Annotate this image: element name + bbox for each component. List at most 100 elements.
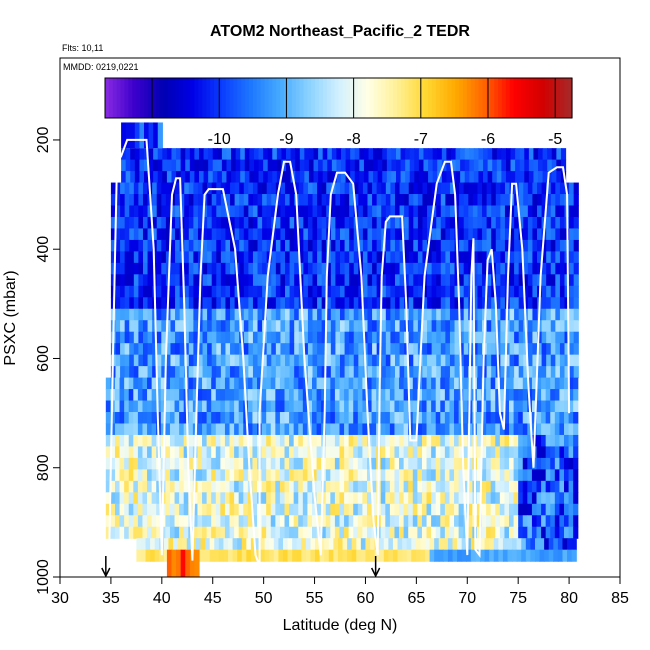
heatmap-cell	[546, 297, 552, 310]
heatmap-cell	[440, 446, 446, 459]
heatmap-cell	[147, 469, 153, 482]
heatmap-cell	[490, 423, 496, 436]
heatmap-cell	[193, 297, 199, 310]
heatmap-cell	[285, 308, 291, 321]
heatmap-cell	[307, 354, 314, 367]
heatmap-cell	[532, 251, 538, 264]
heatmap-cell	[263, 159, 269, 172]
heatmap-cell	[321, 400, 327, 413]
heatmap-cell	[317, 274, 323, 287]
heatmap-cell	[421, 446, 428, 459]
heatmap-cell	[202, 228, 208, 241]
heatmap-cell	[500, 285, 506, 298]
heatmap-cell	[545, 377, 551, 390]
heatmap-cell	[275, 251, 282, 264]
heatmap-cell	[359, 148, 365, 161]
heatmap-cell	[138, 320, 144, 333]
heatmap-cell	[138, 274, 144, 287]
heatmap-cell	[426, 492, 432, 505]
heatmap-cell	[307, 457, 313, 470]
heatmap-cell	[266, 297, 272, 310]
heatmap-cell	[207, 205, 213, 218]
heatmap-cell	[573, 366, 579, 379]
colorbar-segment	[151, 78, 157, 118]
heatmap-cell	[522, 457, 528, 470]
heatmap-cell	[248, 274, 254, 287]
heatmap-cell	[280, 251, 286, 264]
heatmap-cell	[120, 228, 126, 241]
heatmap-cells	[105, 122, 579, 577]
colorbar-segment	[175, 78, 180, 118]
heatmap-cell	[399, 446, 405, 459]
heatmap-cell	[340, 182, 346, 195]
heatmap-cell	[362, 251, 369, 264]
heatmap-cell	[230, 320, 236, 333]
heatmap-cell	[495, 457, 501, 470]
heatmap-cell	[312, 308, 318, 321]
heatmap-cell	[510, 159, 516, 172]
heatmap-cell	[211, 205, 217, 218]
heatmap-cell	[499, 412, 506, 425]
heatmap-cell	[481, 515, 487, 528]
heatmap-cell	[280, 239, 286, 252]
heatmap-cell	[325, 423, 331, 436]
heatmap-cell	[426, 503, 432, 516]
heatmap-cell	[230, 216, 236, 230]
heatmap-cell	[225, 194, 231, 207]
heatmap-cell	[559, 308, 566, 321]
heatmap-cell	[169, 423, 176, 436]
heatmap-cell	[142, 239, 149, 252]
heatmap-cell	[179, 446, 185, 459]
heatmap-cell	[495, 446, 501, 459]
heatmap-cell	[208, 171, 214, 184]
heatmap-cell	[385, 446, 391, 459]
heatmap-cell	[444, 480, 451, 493]
colorbar-segment	[486, 78, 491, 118]
heatmap-cell	[137, 469, 144, 482]
heatmap-cell	[396, 159, 402, 172]
heatmap-cell	[307, 274, 314, 287]
heatmap-cell	[340, 251, 346, 264]
heatmap-cell	[243, 285, 249, 298]
heatmap-cell	[290, 159, 296, 172]
heatmap-cell	[421, 526, 428, 539]
heatmap-cell	[523, 182, 529, 195]
heatmap-cell	[509, 262, 515, 275]
heatmap-cell	[435, 492, 441, 505]
colorbar-segment	[361, 78, 367, 118]
heatmap-cell	[490, 389, 496, 402]
heatmap-cell	[312, 285, 318, 298]
heatmap-cell	[133, 331, 139, 344]
heatmap-cell	[266, 412, 272, 425]
heatmap-cell	[202, 389, 208, 402]
heatmap-cell	[476, 434, 483, 448]
heatmap-cell	[225, 216, 231, 230]
colorbar-tick-label: -9	[279, 131, 293, 148]
heatmap-cell	[147, 446, 153, 459]
heatmap-cell	[390, 354, 396, 367]
heatmap-cell	[330, 194, 337, 207]
heatmap-cell	[148, 122, 154, 149]
heatmap-cell	[478, 148, 484, 161]
heatmap-cell	[404, 194, 410, 207]
heatmap-cell	[385, 434, 391, 448]
heatmap-cell	[371, 492, 377, 505]
heatmap-cell	[394, 526, 400, 539]
heatmap-cell	[266, 377, 272, 390]
heatmap-cell	[192, 389, 199, 402]
heatmap-cell	[357, 412, 363, 425]
heatmap-cell	[271, 297, 277, 310]
heatmap-cell	[215, 389, 221, 402]
heatmap-cell	[372, 343, 378, 356]
heatmap-cell	[518, 400, 524, 413]
heatmap-cell	[389, 434, 396, 448]
heatmap-cell	[376, 331, 382, 344]
heatmap-cell	[482, 262, 488, 275]
heatmap-cell	[129, 331, 135, 344]
heatmap-cell	[289, 343, 295, 356]
heatmap-cell	[560, 148, 567, 161]
heatmap-cell	[114, 503, 121, 516]
heatmap-cell	[388, 538, 394, 551]
heatmap-cell	[129, 343, 135, 356]
heatmap-cell	[476, 492, 483, 505]
